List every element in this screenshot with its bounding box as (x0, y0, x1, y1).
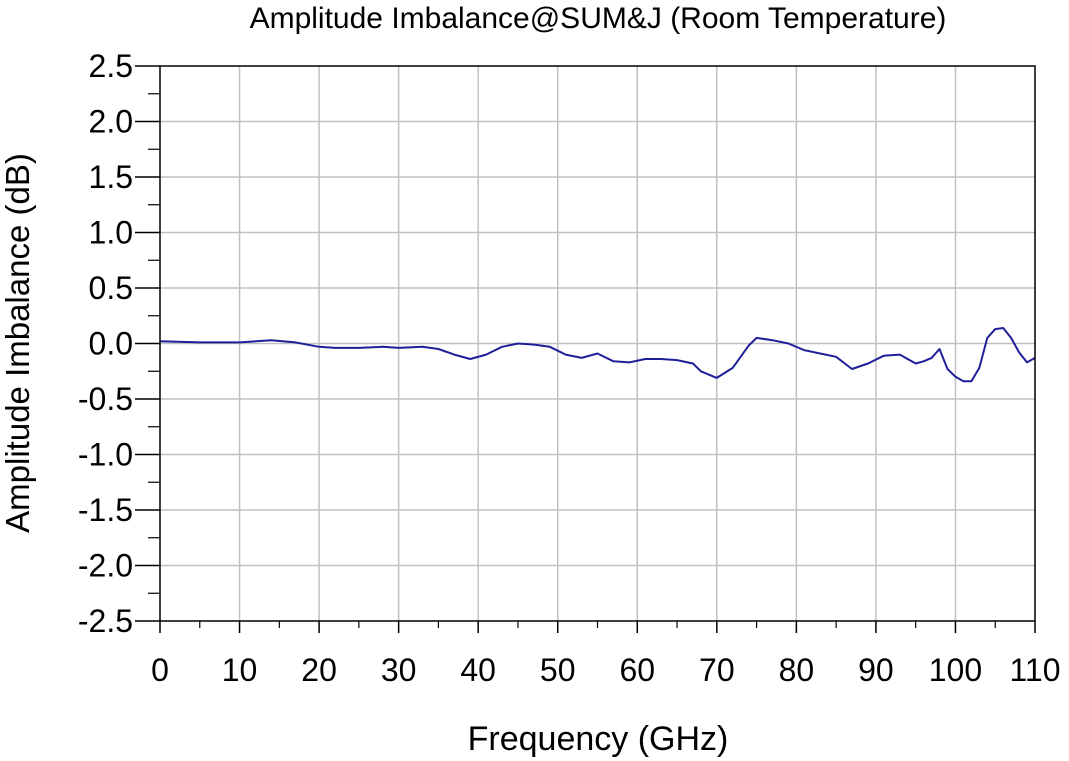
y-tick-label: 0.0 (89, 326, 133, 362)
y-tick-label: -2.0 (78, 548, 133, 584)
x-tick-label: 40 (460, 652, 496, 688)
y-tick-label: -0.5 (78, 381, 133, 417)
x-tick-label: 20 (301, 652, 337, 688)
y-tick-label: 1.0 (89, 215, 133, 251)
y-tick-label: -1.5 (78, 492, 133, 528)
chart-title: Amplitude Imbalance@SUM&J (Room Temperat… (250, 2, 947, 35)
data-series (159, 327, 1036, 383)
y-tick-label: 0.5 (89, 270, 133, 306)
y-axis-label: Amplitude Imbalance (dB) (0, 153, 36, 533)
x-tick-label: 80 (779, 652, 815, 688)
y-tick-labels: 2.5 2.0 1.5 1.0 0.5 0.0 -0.5 -1.0 -1.5 -2.0 -2.5 (78, 48, 133, 639)
x-tick-label: 30 (381, 652, 417, 688)
y-tick-label: 1.5 (89, 159, 133, 195)
y-tick-label: 2.0 (89, 104, 133, 140)
y-tick-label: -1.0 (78, 437, 133, 473)
plot-frame (159, 65, 1036, 622)
x-tick-label: 60 (619, 652, 655, 688)
x-tick-label: 10 (222, 652, 258, 688)
grid-lines (160, 66, 1035, 621)
x-tick-label: 50 (540, 652, 576, 688)
x-tick-label: 70 (699, 652, 735, 688)
x-tick-label: 90 (858, 652, 894, 688)
axis-ticks (135, 65, 1036, 633)
series-line (159, 327, 1036, 383)
x-tick-label: 0 (151, 652, 169, 688)
y-tick-label: -2.5 (78, 603, 133, 639)
x-tick-labels: 0 10 20 30 40 50 60 70 80 90 100 110 (151, 652, 1060, 688)
x-tick-label: 100 (929, 652, 982, 688)
x-tick-label: 110 (1009, 652, 1060, 688)
x-axis-label: Frequency (GHz) (468, 720, 729, 758)
y-tick-label: 2.5 (89, 48, 133, 84)
